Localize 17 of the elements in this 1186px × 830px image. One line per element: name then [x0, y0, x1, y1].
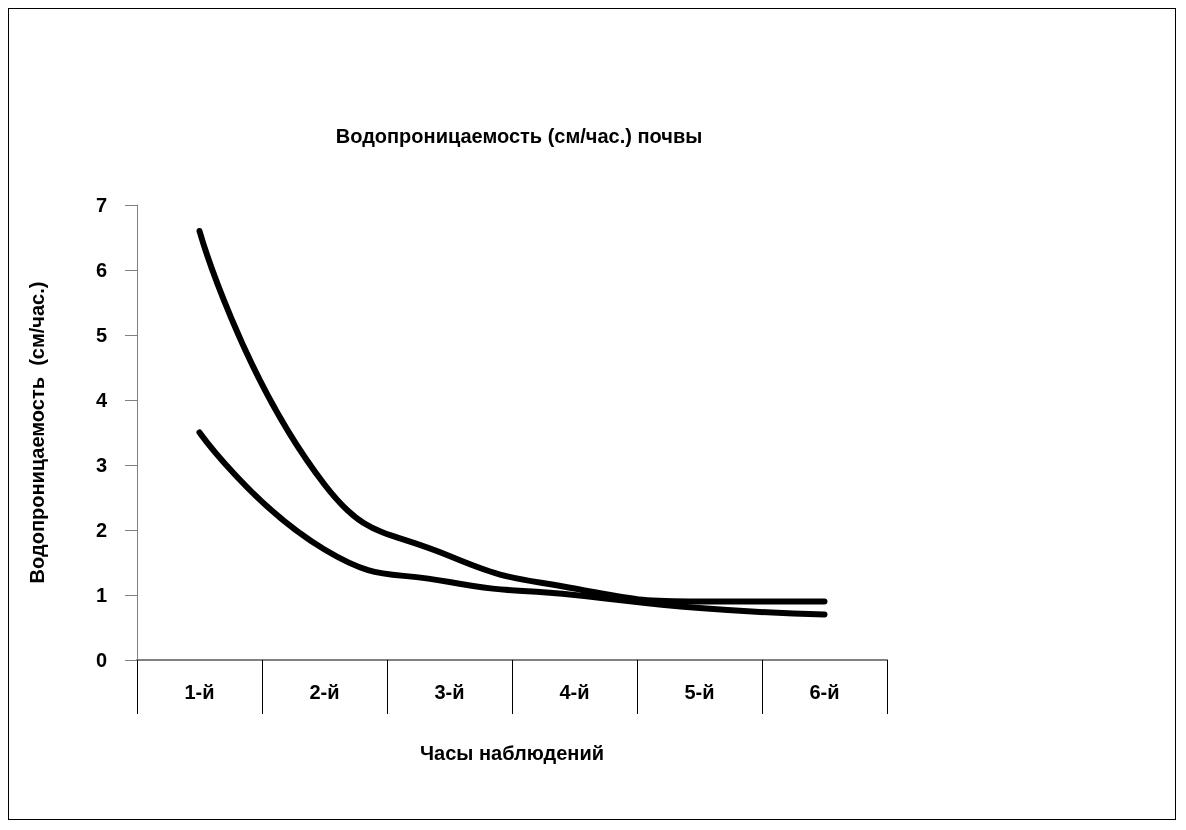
y-tick-label: 2	[95, 519, 107, 541]
y-axis-title: Водопроницаемость (см/час.)	[26, 281, 48, 584]
x-tick-label: 6-й	[809, 681, 840, 703]
y-tick-label: 7	[95, 194, 107, 216]
y-tick-label: 6	[95, 259, 107, 281]
x-axis-title: Часы наблюдений	[419, 742, 605, 764]
y-tick-label: 4	[95, 389, 108, 411]
y-tick-label: 0	[95, 649, 107, 671]
x-tick-label: 1-й	[184, 681, 215, 703]
x-tick-label: 3-й	[434, 681, 465, 703]
y-tick-label: 1	[95, 584, 107, 606]
y-tick-label: 3	[95, 454, 107, 476]
x-tick-label: 2-й	[309, 681, 340, 703]
x-tick-label: 4-й	[559, 681, 590, 703]
chart-title: Водопроницаемость (см/час.) почвы	[335, 125, 703, 147]
x-tick-label: 5-й	[684, 681, 715, 703]
y-tick-label: 5	[95, 324, 107, 346]
